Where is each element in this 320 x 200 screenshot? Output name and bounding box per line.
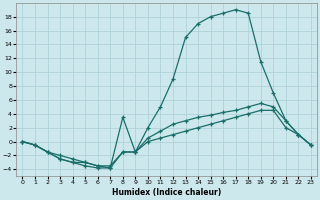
X-axis label: Humidex (Indice chaleur): Humidex (Indice chaleur) [112,188,221,197]
